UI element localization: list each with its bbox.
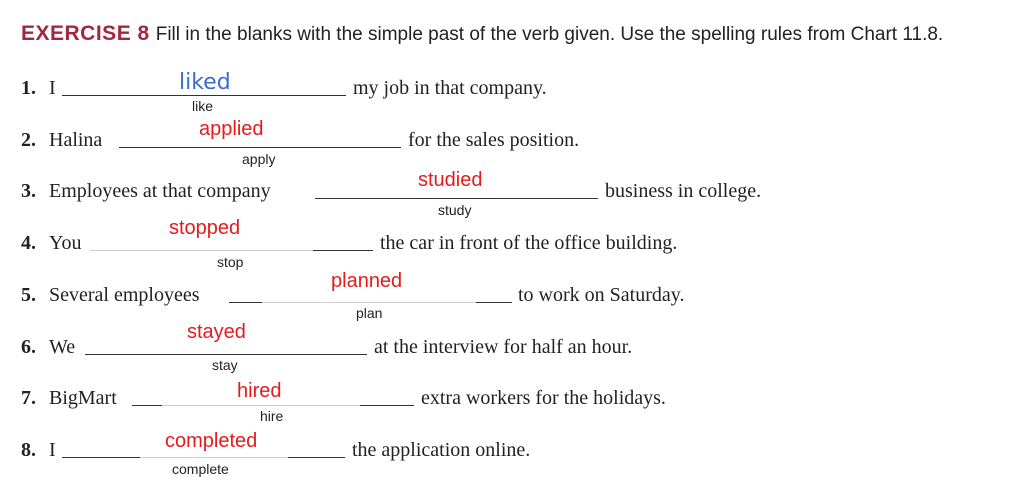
answer-text: stopped: [169, 217, 241, 239]
verb-hint: hire: [260, 408, 284, 424]
item-text-after: the car in front of the office building.: [380, 232, 678, 254]
item-text-before: I: [49, 439, 56, 461]
item-text-before: You: [49, 232, 82, 254]
verb-hint: plan: [356, 305, 383, 321]
item-text-before: Several employees: [49, 284, 200, 306]
answer-text: applied: [199, 118, 264, 140]
exercise-item-2: 2. Halina applied apply for the sales po…: [0, 0, 1034, 167]
answer-blank[interactable]: [229, 302, 262, 303]
answer-blank[interactable]: [313, 250, 373, 251]
answer-text: completed: [165, 430, 258, 452]
answer-text: planned: [331, 270, 403, 292]
item-text-before: I: [49, 77, 56, 99]
item-text-before: BigMart: [49, 387, 117, 409]
exercise-item-8: 8. I completed complete the application …: [0, 0, 1034, 477]
verb-hint: study: [438, 202, 472, 218]
answer-blank[interactable]: [62, 457, 140, 458]
answer-blank[interactable]: [119, 147, 401, 148]
item-text-after: business in college.: [605, 180, 762, 202]
exercise-item-3: 3. Employees at that company studied stu…: [0, 0, 1034, 218]
answer-blank[interactable]: [315, 198, 598, 199]
verb-hint: complete: [172, 461, 229, 477]
exercise-item-1: 1. I liked like my job in that company.: [0, 0, 1034, 114]
exercise-item-4: 4. You stopped stop the car in front of …: [0, 0, 1034, 270]
answer-text: liked: [179, 70, 231, 95]
item-text-before: Halina: [49, 129, 103, 151]
item-number: 1.: [21, 77, 36, 99]
item-number: 5.: [21, 284, 36, 306]
item-number: 6.: [21, 336, 36, 358]
answer-blank-faint: [90, 250, 313, 251]
item-number: 8.: [21, 439, 36, 461]
item-number: 2.: [21, 129, 36, 151]
answer-blank-end: [476, 302, 512, 303]
answer-text: stayed: [187, 321, 246, 343]
item-text-after: my job in that company.: [353, 77, 547, 99]
exercise-header: EXERCISE 8 Fill in the blanks with the si…: [21, 22, 943, 46]
answer-text: studied: [418, 169, 483, 191]
answer-blank-end: [288, 457, 345, 458]
item-text-after: to work on Saturday.: [518, 284, 685, 306]
answer-blank[interactable]: [62, 95, 346, 96]
answer-blank-faint: [262, 302, 476, 303]
exercise-instruction: Fill in the blanks with the simple past …: [155, 24, 944, 45]
item-text-after: the application online.: [352, 439, 531, 461]
verb-hint: stop: [217, 254, 244, 270]
item-number: 3.: [21, 180, 36, 202]
item-text-before: We: [49, 336, 76, 358]
item-text-after: at the interview for half an hour.: [374, 336, 633, 358]
verb-hint: stay: [212, 357, 238, 373]
exercise-item-6: 6. We stayed stay at the interview for h…: [0, 0, 1034, 373]
answer-blank-faint: [140, 457, 288, 458]
answer-blank[interactable]: [132, 405, 162, 406]
verb-hint: like: [192, 98, 214, 114]
item-text-before: Employees at that company: [49, 180, 271, 202]
item-text-after: for the sales position.: [408, 129, 580, 151]
answer-blank-end: [360, 405, 414, 406]
answer-blank[interactable]: [85, 354, 367, 355]
item-number: 7.: [21, 387, 36, 409]
verb-hint: apply: [242, 151, 276, 167]
item-number: 4.: [21, 232, 36, 254]
exercise-label: EXERCISE 8: [21, 22, 150, 45]
answer-text: hired: [237, 380, 282, 402]
exercise-item-7: 7. BigMart hired hire extra workers for …: [0, 0, 1034, 424]
answer-blank-faint: [162, 405, 360, 406]
exercise-item-5: 5. Several employees planned plan to wor…: [0, 0, 1034, 321]
item-text-after: extra workers for the holidays.: [421, 387, 666, 409]
